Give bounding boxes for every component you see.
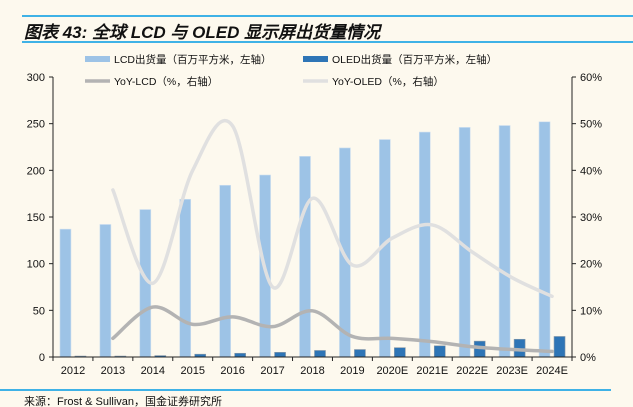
right-tick-label: 50% [580, 119, 602, 131]
x-tick-label: 2023E [496, 365, 528, 377]
right-tick-label: 40% [580, 165, 602, 177]
bar-lcd [418, 131, 431, 358]
x-tick-label: 2015 [180, 365, 204, 377]
bar-oled [354, 349, 366, 358]
legend-label: YoY-LCD（%，右轴） [114, 75, 218, 88]
bar-oled [394, 347, 406, 358]
x-tick-label: 2018 [300, 365, 324, 377]
title-top-rule [22, 15, 633, 17]
left-tick-label: 200 [27, 165, 45, 177]
bar-oled [234, 352, 246, 358]
left-tick-label: 50 [33, 305, 45, 317]
x-tick-label: 2021E [416, 365, 448, 377]
x-tick-label: 2016 [220, 365, 244, 377]
x-tick-label: 2014 [141, 365, 165, 377]
bar-lcd [59, 228, 72, 358]
left-tick-label: 250 [27, 119, 45, 131]
x-tick-label: 2020E [376, 365, 408, 377]
legend-label: LCD出货量（百万平方米，左轴） [114, 53, 272, 66]
legend-label: YoY-OLED（%，右轴） [332, 75, 444, 88]
bar-lcd [498, 125, 511, 358]
right-tick-label: 30% [580, 212, 602, 224]
left-tick-label: 0 [39, 352, 45, 364]
right-tick-label: 60% [580, 72, 602, 84]
x-tick-label: 2024E [536, 365, 568, 377]
x-tick-label: 2017 [260, 365, 284, 377]
chart-title: 图表 43: 全球 LCD 与 OLED 显示屏出货量情况 [24, 23, 381, 42]
left-tick-label: 150 [27, 212, 45, 224]
source-note: 来源：Frost & Sullivan，国金证券研究所 [24, 396, 223, 407]
x-tick-label: 2013 [101, 365, 125, 377]
right-tick-label: 0% [580, 352, 596, 364]
legend-swatch [85, 56, 110, 62]
legend-swatch [303, 56, 328, 62]
legend-label: OLED出货量（百万平方米，左轴） [332, 53, 497, 66]
bar-oled [274, 352, 286, 358]
bar-lcd [299, 156, 311, 358]
line-yoy-oled [111, 118, 554, 299]
x-tick-label: 2022E [456, 365, 488, 377]
line-yoy-lcd [111, 305, 554, 354]
title-bottom-rule [22, 41, 633, 43]
bar-oled [433, 345, 446, 358]
bar-lcd [99, 224, 112, 358]
left-tick-label: 300 [27, 72, 45, 84]
x-tick-label: 2019 [340, 365, 364, 377]
left-tick-label: 100 [27, 259, 45, 271]
right-tick-label: 20% [580, 259, 602, 271]
bar-lcd [219, 184, 231, 358]
bar-lcd [538, 121, 551, 358]
footer-rule [0, 389, 611, 391]
bar-oled [553, 336, 566, 358]
bar-oled [314, 350, 326, 358]
bar-lcd [179, 198, 192, 358]
x-tick-label: 2012 [61, 365, 85, 377]
right-tick-label: 10% [580, 305, 602, 317]
